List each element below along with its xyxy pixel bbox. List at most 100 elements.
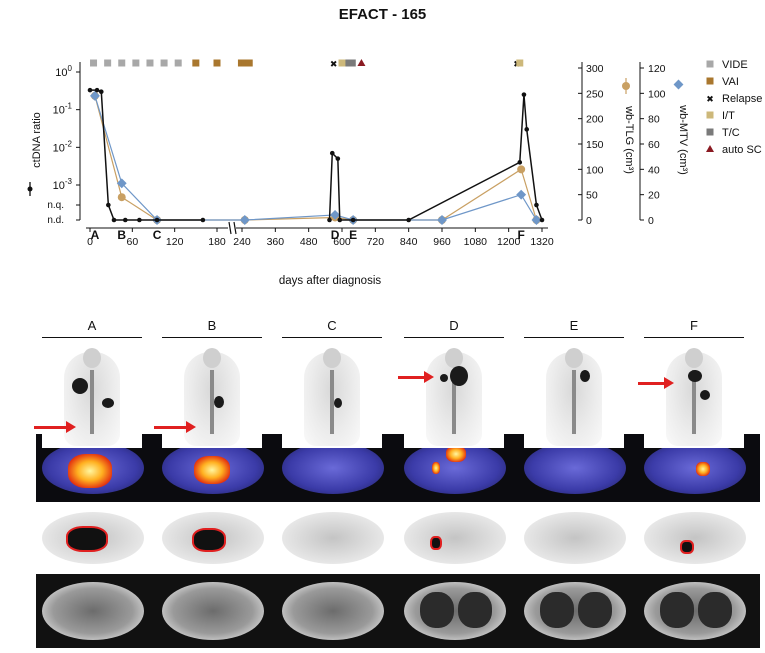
- ctdna-point: [94, 87, 100, 93]
- ct-axial-image: [158, 576, 268, 640]
- pet-axial-image: [400, 504, 510, 568]
- ct-axial-image: [400, 576, 510, 640]
- ctdna-point: [327, 217, 332, 223]
- relapse-marker: ✖: [330, 59, 338, 69]
- treatment-marker-vai: [192, 59, 200, 67]
- panel-f: F: [638, 318, 750, 648]
- pet-overlay-image: [520, 436, 630, 500]
- y-left-axis-label: ctDNA ratio: [31, 112, 43, 168]
- legend-label-autosc: auto SC: [722, 144, 762, 156]
- x-tick-label: 480: [300, 236, 318, 248]
- auto-sc-marker: [357, 59, 366, 66]
- treatment-marker-vai: [245, 59, 253, 67]
- y-tlg-axis-label: wb-TLG (cm³): [623, 105, 635, 174]
- y-left-tick-label: 10-3: [53, 177, 73, 192]
- legend-swatch-relapse: ✖: [706, 94, 714, 104]
- scan-panels: A B C D E F: [34, 318, 760, 648]
- mtv-point: [531, 215, 542, 225]
- legend-swatch-tc: [706, 128, 714, 136]
- ctdna-point: [335, 156, 341, 161]
- ct-axial-image: [520, 576, 630, 640]
- mip-image: [404, 348, 504, 448]
- y-mtv-tick-label: 120: [648, 63, 666, 75]
- x-tick-label: 960: [433, 236, 451, 248]
- x-tick-label: 840: [400, 236, 418, 248]
- x-tick-label: 180: [208, 236, 226, 248]
- y-tlg-tick-label: 150: [586, 139, 604, 151]
- ctdna-point: [87, 87, 93, 93]
- timepoint-label-d: D: [331, 228, 340, 242]
- panel-a: A: [34, 318, 148, 648]
- ct-axial-strip: [36, 574, 760, 648]
- lesion-arrow: [154, 421, 196, 433]
- x-tick-label: 0: [87, 236, 93, 248]
- pet-overlay-image: [278, 436, 388, 500]
- y-tlg-tick-label: 0: [586, 215, 592, 227]
- mip-image: [524, 348, 624, 448]
- legend-swatch-autosc: [706, 145, 714, 152]
- legend-label-vide: VIDE: [722, 59, 748, 71]
- ctdna-point: [539, 217, 545, 223]
- ctdna-point: [111, 217, 117, 223]
- y-left-nq-label: n.q.: [47, 200, 64, 211]
- mtv-axis-marker: [673, 79, 684, 90]
- panel-rule: [42, 337, 142, 338]
- lesion-arrow: [34, 421, 76, 433]
- ct-axial-image: [38, 576, 148, 640]
- panel-label: A: [87, 318, 97, 333]
- y-tlg-tick-label: 100: [586, 164, 604, 176]
- mip-image: [162, 348, 262, 448]
- timepoint-label-a: A: [91, 228, 100, 242]
- ctdna-point: [154, 217, 160, 223]
- x-tick-label: 1080: [464, 236, 488, 248]
- panel-rule: [282, 337, 382, 338]
- legend-swatch-vai: [706, 77, 714, 85]
- mtv-point: [116, 178, 127, 189]
- y-left-tick-label: 100: [55, 64, 72, 79]
- pet-axial-image: [158, 504, 268, 568]
- panel-rule: [644, 337, 744, 338]
- panel-e: E: [518, 318, 630, 648]
- x-tick-label: 1200: [497, 236, 521, 248]
- panel-b: B: [154, 318, 268, 648]
- pet-overlay-image: [640, 436, 750, 500]
- legend-label-tc: T/C: [722, 127, 740, 139]
- legend-label-it: I/T: [722, 110, 735, 122]
- mtv-point: [89, 90, 100, 101]
- figure-title: EFACT - 165: [338, 6, 427, 23]
- ctdna-point: [329, 150, 335, 156]
- treatment-marker-vide: [160, 59, 168, 67]
- treatment-marker-vide: [90, 59, 98, 67]
- ctdna-point: [350, 217, 356, 223]
- mip-image: [644, 348, 744, 448]
- mtv-point: [437, 215, 447, 225]
- panel-d: D: [398, 318, 510, 648]
- treatment-marker-it: [341, 59, 349, 67]
- y-tlg-tick-label: 200: [586, 114, 604, 126]
- treatment-marker-tc: [348, 59, 356, 67]
- timepoint-label-f: F: [517, 228, 524, 242]
- legend-label-vai: VAI: [722, 76, 739, 88]
- x-tick-label: 240: [233, 236, 251, 248]
- lesion-arrow: [638, 377, 674, 389]
- pet-axial-image: [520, 504, 630, 568]
- ctdna-point: [406, 217, 411, 223]
- mtv-point: [239, 215, 250, 225]
- treatment-marker-vide: [104, 59, 112, 67]
- panel-label: C: [327, 318, 337, 333]
- x-tick-label: 60: [126, 236, 138, 248]
- timepoint-label-c: C: [153, 228, 162, 242]
- y-tlg-tick-label: 250: [586, 88, 604, 100]
- panel-label: B: [207, 318, 217, 333]
- treatment-marker-vai: [213, 59, 221, 67]
- y-mtv-tick-label: 80: [648, 114, 660, 126]
- ctdna-axis-marker: [27, 186, 33, 192]
- pet-axial-strip: [36, 502, 760, 572]
- ctdna-point: [106, 202, 111, 208]
- chart: 0 60 120 180 240 360 480 600 720 840 960 1080 1200 13…: [27, 59, 762, 287]
- y-tlg-tick-label: 300: [586, 63, 604, 75]
- timepoint-label-e: E: [349, 228, 357, 242]
- legend-swatch-vide: [706, 60, 714, 68]
- ctdna-point: [122, 217, 128, 223]
- treatment-marker-it: [516, 59, 524, 67]
